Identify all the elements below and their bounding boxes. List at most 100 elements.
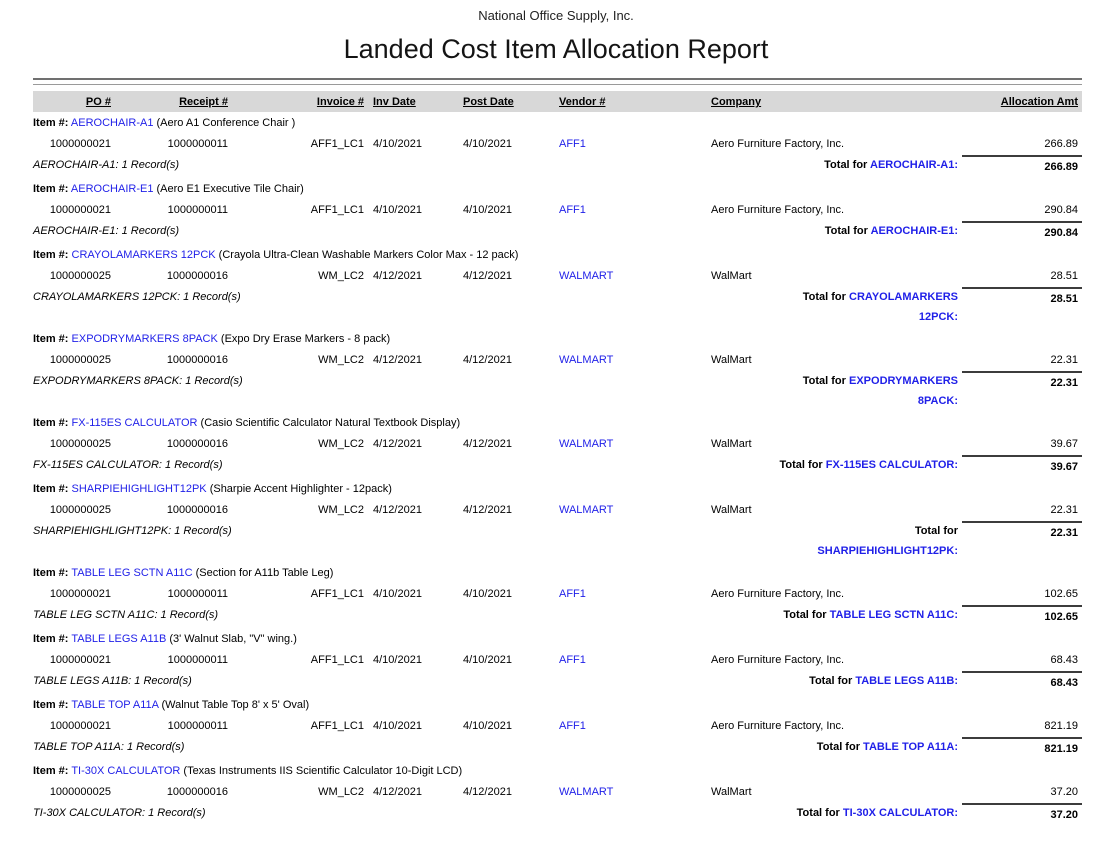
po-number-cell: 1000000025 <box>49 438 111 450</box>
item-header: Item #: TABLE TOP A11A (Walnut Table Top… <box>33 694 1082 716</box>
inv-date-cell: 4/12/2021 <box>373 438 422 450</box>
item-header: Item #: CRAYOLAMARKERS 12PCK (Crayola Ul… <box>33 244 1082 266</box>
post-date-cell: 4/12/2021 <box>463 504 512 516</box>
item-number-prefix: Item #: <box>33 483 69 495</box>
item-description: (Aero A1 Conference Chair ) <box>156 117 296 129</box>
item-code-link[interactable]: SHARPIEHIGHLIGHT12PK <box>71 483 207 495</box>
post-date-cell: 4/12/2021 <box>463 786 512 798</box>
item-header: Item #: AEROCHAIR-E1 (Aero E1 Executive … <box>33 178 1082 200</box>
allocation-amount-cell: 39.67 <box>1050 438 1078 450</box>
vendor-number-link[interactable]: AFF1 <box>559 654 586 666</box>
vendor-number-link[interactable]: WALMART <box>559 504 614 516</box>
item-code-link[interactable]: CRAYOLAMARKERS 12PCK <box>71 249 216 261</box>
group-footer-row: EXPODRYMARKERS 8PACK: 1 Record(s) Total f… <box>33 371 1082 412</box>
invoice-number-cell: WM_LC2 <box>318 354 364 366</box>
inv-date-cell: 4/12/2021 <box>373 270 422 282</box>
item-code-link[interactable]: FX-115ES CALCULATOR <box>71 417 198 429</box>
total-item-code-link[interactable]: TI-30X CALCULATOR: <box>842 807 958 819</box>
company-cell: WalMart <box>711 504 752 516</box>
total-item-code-link[interactable]: EXPODRYMARKERS <box>849 375 958 387</box>
company-cell: Aero Furniture Factory, Inc. <box>711 588 845 600</box>
item-number-prefix: Item #: <box>33 567 69 579</box>
item-code-link[interactable]: TABLE TOP A11A <box>71 699 159 711</box>
column-header-company: Company <box>711 96 762 108</box>
group-footer-row: SHARPIEHIGHLIGHT12PK: 1 Record(s) Total f… <box>33 521 1082 562</box>
po-number-cell: 1000000021 <box>49 588 111 600</box>
title-divider <box>33 78 1082 85</box>
invoice-number-cell: WM_LC2 <box>318 438 364 450</box>
item-header: Item #: TI-30X CALCULATOR (Texas Instrum… <box>33 760 1082 782</box>
inv-date-cell: 4/10/2021 <box>373 654 422 666</box>
item-description: (Texas Instruments IIS Scientific Calcul… <box>183 765 463 777</box>
item-group: Item #: TABLE LEG SCTN A11C (Section for… <box>0 562 1112 628</box>
total-item-code-link[interactable]: TABLE TOP A11A: <box>863 741 958 753</box>
total-item-code-link[interactable]: FX-115ES CALCULATOR: <box>825 459 958 471</box>
total-item-code-link[interactable]: TABLE LEG SCTN A11C: <box>829 609 958 621</box>
record-count-text: EXPODRYMARKERS 8PACK: 1 Record(s) <box>33 375 243 387</box>
item-code-link[interactable]: EXPODRYMARKERS 8PACK <box>71 333 218 345</box>
vendor-number-link[interactable]: AFF1 <box>559 138 586 150</box>
item-code-link[interactable]: AEROCHAIR-A1 <box>70 117 154 129</box>
allocation-amount-cell: 290.84 <box>1044 204 1078 216</box>
item-description: (Casio Scientific Calculator Natural Tex… <box>200 417 461 429</box>
vendor-number-link[interactable]: AFF1 <box>559 720 586 732</box>
total-item-code-link[interactable]: SHARPIEHIGHLIGHT12PK: <box>817 545 958 557</box>
receipt-number-cell: 1000000016 <box>166 504 228 516</box>
allocation-amount-cell: 37.20 <box>1050 786 1078 798</box>
po-number-cell: 1000000025 <box>49 504 111 516</box>
item-group: Item #: FX-115ES CALCULATOR (Casio Scien… <box>0 412 1112 478</box>
group-footer-row: AEROCHAIR-E1: 1 Record(s) Total for AEROC… <box>33 221 1082 244</box>
inv-date-cell: 4/10/2021 <box>373 720 422 732</box>
total-label-line1: Total for TI-30X CALCULATOR: <box>368 803 958 823</box>
inv-date-cell: 4/10/2021 <box>373 138 422 150</box>
group-footer-row: TABLE LEGS A11B: 1 Record(s) Total for TA… <box>33 671 1082 694</box>
total-amount: 28.51 <box>962 287 1082 309</box>
allocation-row: 1000000021 1000000011 AFF1_LC1 4/10/2021 4/1… <box>33 200 1082 221</box>
total-item-code-link[interactable]: 8PACK: <box>917 395 958 407</box>
group-footer-row: TI-30X CALCULATOR: 1 Record(s) Total for … <box>33 803 1082 826</box>
total-for-label: Total for <box>802 291 846 303</box>
item-code-link[interactable]: AEROCHAIR-E1 <box>70 183 154 195</box>
company-cell: WalMart <box>711 438 752 450</box>
item-code-link[interactable]: TABLE LEGS A11B <box>71 633 167 645</box>
invoice-number-cell: AFF1_LC1 <box>310 204 364 216</box>
receipt-number-cell: 1000000016 <box>166 438 228 450</box>
item-description: (Crayola Ultra-Clean Washable Markers Co… <box>218 249 519 261</box>
total-label: Total for AEROCHAIR-E1: <box>368 221 962 243</box>
vendor-number-link[interactable]: WALMART <box>559 270 614 282</box>
total-label: Total for TABLE TOP A11A: <box>368 737 962 759</box>
record-count-text: TI-30X CALCULATOR: 1 Record(s) <box>33 807 206 819</box>
allocation-row: 1000000025 1000000016 WM_LC2 4/12/2021 4/12/… <box>33 350 1082 371</box>
allocation-amount-cell: 22.31 <box>1050 504 1078 516</box>
total-item-code-link[interactable]: CRAYOLAMARKERS <box>849 291 958 303</box>
item-number-prefix: Item #: <box>33 633 69 645</box>
po-number-cell: 1000000025 <box>49 786 111 798</box>
item-description: (Sharpie Accent Highlighter - 12pack) <box>209 483 392 495</box>
item-group: Item #: EXPODRYMARKERS 8PACK (Expo Dry E… <box>0 328 1112 412</box>
vendor-number-link[interactable]: WALMART <box>559 438 614 450</box>
total-label-line2: SHARPIEHIGHLIGHT12PK: <box>368 541 958 561</box>
column-header-post-date: Post Date <box>463 96 514 108</box>
company-cell: WalMart <box>711 786 752 798</box>
total-item-code-link[interactable]: 12PCK: <box>918 311 958 323</box>
receipt-number-cell: 1000000016 <box>166 354 228 366</box>
item-group: Item #: AEROCHAIR-A1 (Aero A1 Conference… <box>0 112 1112 178</box>
post-date-cell: 4/12/2021 <box>463 438 512 450</box>
company-cell: WalMart <box>711 354 752 366</box>
vendor-number-link[interactable]: AFF1 <box>559 588 586 600</box>
item-code-link[interactable]: TI-30X CALCULATOR <box>71 765 181 777</box>
total-item-code-link[interactable]: AEROCHAIR-E1: <box>870 225 958 237</box>
total-item-code-link[interactable]: TABLE LEGS A11B: <box>855 675 958 687</box>
item-code-link[interactable]: TABLE LEG SCTN A11C <box>71 567 193 579</box>
total-amount: 266.89 <box>962 155 1082 177</box>
post-date-cell: 4/10/2021 <box>463 654 512 666</box>
allocation-amount-cell: 28.51 <box>1050 270 1078 282</box>
item-header: Item #: TABLE LEGS A11B (3' Walnut Slab,… <box>33 628 1082 650</box>
total-label-line1: Total for TABLE LEGS A11B: <box>368 671 958 691</box>
total-item-code-link[interactable]: AEROCHAIR-A1: <box>870 159 958 171</box>
vendor-number-link[interactable]: WALMART <box>559 354 614 366</box>
invoice-number-cell: AFF1_LC1 <box>310 138 364 150</box>
total-amount: 821.19 <box>962 737 1082 759</box>
vendor-number-link[interactable]: AFF1 <box>559 204 586 216</box>
vendor-number-link[interactable]: WALMART <box>559 786 614 798</box>
